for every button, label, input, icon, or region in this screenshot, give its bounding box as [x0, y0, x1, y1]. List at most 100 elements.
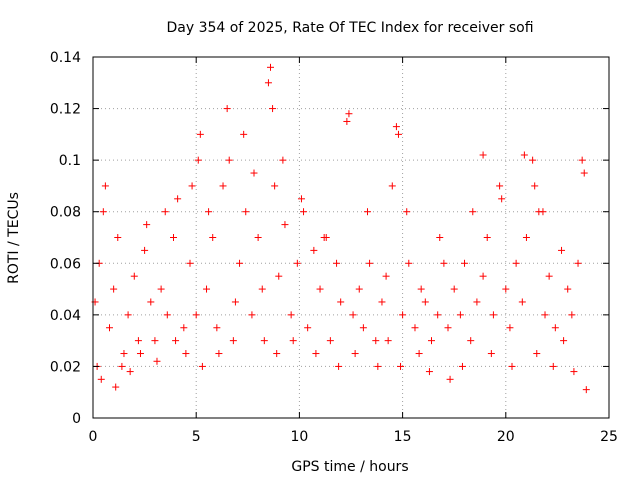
data-point: [194, 156, 202, 164]
y-axis-label: ROTI / TECUs: [6, 192, 22, 284]
data-point: [130, 272, 138, 280]
data-point: [359, 324, 367, 332]
data-point: [236, 259, 244, 267]
data-point: [473, 298, 481, 306]
data-point: [112, 383, 120, 391]
data-point: [461, 259, 469, 267]
data-point: [114, 234, 122, 241]
data-point: [97, 375, 105, 383]
data-point: [157, 285, 165, 293]
data-point: [297, 195, 305, 203]
data-point: [124, 311, 132, 319]
data-point: [378, 298, 386, 306]
data-point: [372, 337, 380, 345]
x-tick-label: 10: [290, 429, 308, 445]
data-point: [300, 208, 308, 216]
y-tick-label: 0.14: [50, 50, 81, 66]
data-point: [351, 350, 359, 358]
data-point: [427, 337, 435, 345]
data-point: [458, 362, 466, 370]
data-point: [349, 311, 357, 319]
x-tick-label: 0: [89, 429, 98, 445]
data-point: [172, 337, 180, 345]
data-point: [203, 285, 211, 293]
data-point: [229, 337, 237, 345]
data-point: [326, 337, 334, 345]
data-point: [231, 298, 239, 306]
data-point: [289, 337, 297, 345]
data-point: [502, 285, 510, 293]
data-point: [421, 298, 429, 306]
data-point: [417, 285, 425, 293]
data-point: [551, 324, 559, 332]
data-point: [578, 156, 586, 164]
data-point: [539, 208, 547, 216]
data-point: [522, 234, 530, 241]
data-point: [219, 182, 227, 190]
data-point: [364, 208, 372, 216]
data-point: [287, 311, 295, 319]
data-point: [205, 208, 213, 216]
data-point: [467, 337, 475, 345]
data-point: [192, 311, 200, 319]
data-point: [570, 368, 578, 376]
y-tick-label: 0.1: [59, 153, 81, 169]
data-point: [337, 298, 345, 306]
data-point: [258, 285, 266, 293]
data-point: [355, 285, 363, 293]
data-point: [366, 259, 374, 267]
data-point: [106, 324, 114, 332]
data-point: [209, 234, 217, 241]
data-point: [580, 169, 588, 177]
data-point: [399, 311, 407, 319]
data-point: [134, 337, 142, 345]
data-point: [479, 151, 487, 159]
data-point: [450, 285, 458, 293]
data-point: [574, 259, 582, 267]
data-point: [533, 350, 541, 358]
data-point: [147, 298, 155, 306]
data-point: [425, 368, 433, 376]
data-point: [531, 182, 539, 190]
data-point: [151, 337, 159, 345]
data-point: [444, 324, 452, 332]
data-point: [582, 386, 590, 394]
data-point: [141, 246, 149, 254]
x-tick-label: 15: [394, 429, 412, 445]
data-point: [213, 324, 221, 332]
y-tick-label: 0: [72, 411, 81, 427]
data-point: [101, 182, 109, 190]
data-point: [560, 337, 568, 345]
plot-frame: [92, 56, 610, 419]
data-point: [487, 350, 495, 358]
data-point: [254, 234, 262, 241]
data-point: [223, 105, 231, 113]
data-point: [405, 259, 413, 267]
data-point: [343, 117, 351, 125]
data-point: [489, 311, 497, 319]
data-point: [269, 105, 277, 113]
data-point: [161, 208, 169, 216]
data-point: [240, 130, 248, 138]
data-point: [180, 324, 188, 332]
data-point: [310, 246, 318, 254]
data-point: [446, 375, 454, 383]
data-point: [384, 337, 392, 345]
data-point: [564, 285, 572, 293]
data-point: [293, 259, 301, 267]
data-point: [345, 110, 353, 118]
data-point: [281, 221, 289, 229]
data-point: [394, 130, 402, 138]
data-point: [333, 259, 341, 267]
data-point: [250, 169, 258, 177]
x-tick-label: 20: [497, 429, 515, 445]
data-point: [388, 182, 396, 190]
data-point: [529, 156, 537, 164]
data-point: [397, 362, 405, 370]
data-point: [225, 156, 233, 164]
data-point: [541, 311, 549, 319]
axes: 0 5 10 15 20 25 0 0.02 0.04 0.06 0.08 0.1 0.12 0.14: [50, 50, 618, 445]
x-axis-label: GPS time / hours: [291, 459, 408, 475]
